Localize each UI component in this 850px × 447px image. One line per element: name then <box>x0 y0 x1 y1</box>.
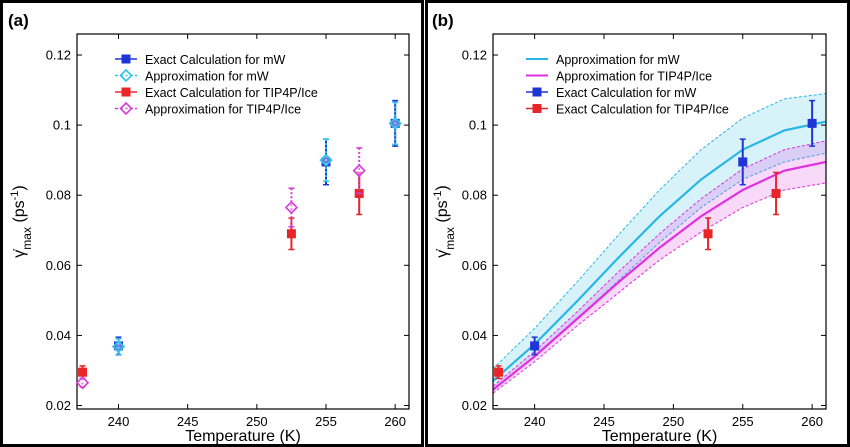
y-axis-label-part: (ps <box>434 200 451 227</box>
data-point <box>286 229 296 239</box>
y-tick-label: 0.06 <box>462 258 487 273</box>
y-axis-label: γ̇max (ps-1) <box>9 185 34 257</box>
legend-swatch-marker <box>121 54 131 64</box>
x-tick-label: 245 <box>593 414 615 429</box>
x-tick-label: 250 <box>663 414 685 429</box>
approximation-curve <box>492 160 827 391</box>
band-upper-line <box>492 93 827 370</box>
data-point <box>738 157 748 167</box>
legend-label: Approximation for TIP4P/Ice <box>145 103 301 117</box>
legend-swatch-marker <box>532 104 542 113</box>
y-tick-label: 0.04 <box>46 328 71 343</box>
y-tick-label: 0.12 <box>46 48 71 63</box>
legend-swatch-marker <box>119 68 133 83</box>
data-point <box>284 200 299 215</box>
panel-b-frame <box>425 0 850 447</box>
panel-label: (a) <box>8 11 29 30</box>
y-axis-label-part: -1 <box>432 191 444 201</box>
y-axis-label: γ̇max (ps-1) <box>432 185 457 257</box>
y-axis-label-part: γ̇ <box>11 249 28 258</box>
legend-swatch-marker <box>119 101 133 116</box>
legend-label: Approximation for mW <box>556 53 680 67</box>
legend-label: Approximation for mW <box>145 70 269 84</box>
band-upper-line <box>492 140 827 387</box>
x-axis-label: Temperature (K) <box>602 428 718 445</box>
x-tick-label: 250 <box>246 414 268 429</box>
x-tick-label: 245 <box>177 414 199 429</box>
data-point <box>319 153 333 167</box>
y-tick-label: 0.08 <box>46 188 71 203</box>
y-axis-label-part: ) <box>11 185 28 190</box>
panel-a-frame <box>0 0 424 447</box>
x-axis-label: Temperature (K) <box>185 428 301 445</box>
plot-area <box>76 33 410 410</box>
y-tick-label: 0.02 <box>462 398 487 413</box>
x-tick-label: 240 <box>108 414 130 429</box>
legend-label: Exact Calculation for mW <box>145 53 286 67</box>
x-tick-label: 240 <box>524 414 546 429</box>
data-point <box>771 188 781 198</box>
legend-label: Exact Calculation for TIP4P/Ice <box>145 86 318 100</box>
y-tick-label: 0.06 <box>46 258 71 273</box>
y-axis-label-part: -1 <box>9 191 21 201</box>
legend-swatch-marker <box>121 87 131 97</box>
y-axis-label-part: max <box>20 227 34 250</box>
x-tick-label: 260 <box>801 414 823 429</box>
panel-b: (b) 240 245 250 255 260 0.02 0.04 0.06 0.08 0.1 0.1… <box>432 11 827 445</box>
y-tick-label: 0.12 <box>462 48 487 63</box>
y-tick-label: 0.1 <box>53 118 71 133</box>
y-axis-label-part: ) <box>434 185 451 190</box>
y-tick-label: 0.02 <box>46 398 71 413</box>
data-point <box>530 341 540 351</box>
approximation-curve <box>492 120 827 382</box>
data-point <box>75 376 90 390</box>
panel-label: (b) <box>432 11 454 30</box>
data-point <box>388 116 402 131</box>
panel-a: (a) 240 245 250 255 260 0.02 0.04 0.06 0.08 0.1 0.1… <box>8 11 410 445</box>
legend-label: Approximation for TIP4P/Ice <box>556 70 712 84</box>
legend-label: Exact Calculation for mW <box>556 86 697 100</box>
x-tick-label: 255 <box>732 414 754 429</box>
plot-area <box>492 33 827 410</box>
x-tick-label: 260 <box>384 414 406 429</box>
data-point <box>78 367 88 377</box>
data-point <box>807 118 817 128</box>
y-tick-label: 0.1 <box>469 118 487 133</box>
x-tick-label: 255 <box>315 414 337 429</box>
y-axis-label-part: max <box>443 227 457 250</box>
legend-label: Exact Calculation for TIP4P/Ice <box>556 103 729 117</box>
y-tick-label: 0.08 <box>462 188 487 203</box>
data-point <box>114 341 123 351</box>
data-point <box>703 229 713 239</box>
y-axis-label-part: γ̇ <box>434 249 451 258</box>
y-axis-label-part: (ps <box>11 200 28 227</box>
y-tick-label: 0.04 <box>462 328 487 343</box>
legend-swatch-marker <box>532 87 542 97</box>
confidence-band <box>493 140 826 394</box>
band-lower-line <box>492 182 827 394</box>
data-point <box>321 157 331 167</box>
data-point <box>494 367 504 377</box>
data-point <box>111 339 126 354</box>
data-point <box>352 164 366 178</box>
